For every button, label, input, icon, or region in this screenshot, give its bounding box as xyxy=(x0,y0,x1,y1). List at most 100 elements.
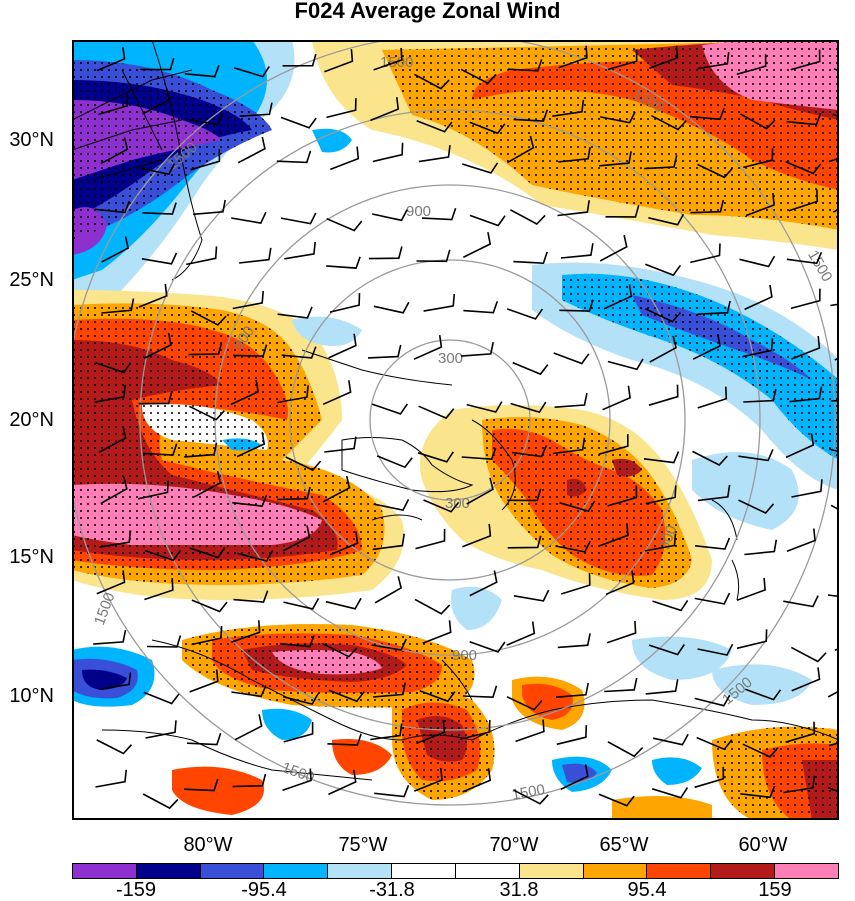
wind-barb xyxy=(463,301,499,314)
wind-barb xyxy=(236,432,266,458)
wind-barb xyxy=(322,475,351,503)
wind-barb xyxy=(421,207,457,221)
wind-barb xyxy=(690,199,725,214)
wind-barb xyxy=(785,433,815,459)
wind-barb xyxy=(697,484,731,502)
wind-barb xyxy=(607,485,638,507)
wind-barb xyxy=(279,635,315,648)
wind-barb xyxy=(145,720,177,739)
wind-barbs xyxy=(93,45,839,810)
wind-barb xyxy=(416,119,453,133)
wind-barb xyxy=(644,533,677,552)
wind-barb xyxy=(190,149,221,171)
wind-barb xyxy=(138,480,169,500)
wind-barb xyxy=(94,384,126,403)
wind-barb xyxy=(791,336,821,360)
wind-barb xyxy=(736,54,767,76)
wind-barb xyxy=(374,785,410,798)
wind-barb xyxy=(506,308,544,320)
wind-barb xyxy=(645,485,677,505)
wind-barb xyxy=(462,232,492,259)
wind-barb xyxy=(189,547,226,559)
colorbar-swatch-1 xyxy=(73,864,137,878)
wind-barb xyxy=(230,379,259,406)
wind-barb xyxy=(469,214,506,227)
wind-barb xyxy=(138,391,173,405)
wind-barb xyxy=(191,626,223,646)
wind-barb xyxy=(785,721,816,743)
wind-barb xyxy=(790,288,821,310)
wind-barb xyxy=(232,773,267,788)
wind-barb xyxy=(461,447,497,461)
wind-barb xyxy=(462,768,492,793)
wind-barb xyxy=(187,113,224,126)
wind-barb xyxy=(281,346,317,359)
wind-barb xyxy=(329,531,359,556)
wind-barb xyxy=(415,528,446,550)
wind-barb xyxy=(834,356,839,361)
wind-barb xyxy=(515,719,545,743)
wind-barb xyxy=(836,265,839,268)
wind-barb xyxy=(328,769,357,796)
wind-barb xyxy=(697,386,728,409)
wind-barb xyxy=(231,211,267,224)
wind-barb xyxy=(95,769,127,788)
wind-barb xyxy=(142,793,179,810)
wind-barb xyxy=(462,162,499,174)
wind-barb xyxy=(510,209,546,225)
wind-barb xyxy=(143,332,172,360)
wind-barb xyxy=(786,251,823,265)
wind-barb xyxy=(414,767,443,792)
colorbar-label-1: -159 xyxy=(115,879,157,901)
wind-barb xyxy=(142,88,171,115)
wind-barb xyxy=(460,342,494,357)
colorbar-swatch-5 xyxy=(328,864,393,878)
wind-barb xyxy=(460,719,491,740)
wind-barb xyxy=(230,620,261,643)
wind-barb xyxy=(607,741,644,758)
wind-barb xyxy=(469,121,506,135)
wind-barb xyxy=(606,620,637,644)
wind-barb xyxy=(283,598,320,610)
wind-barb xyxy=(139,163,176,176)
wind-barb xyxy=(186,246,218,266)
wind-barb xyxy=(836,548,839,552)
wind-barb xyxy=(648,384,679,406)
lat-label-20n: 20°N xyxy=(9,409,54,431)
map-svg: 300 300 900 900 900 900 1500 1500 1500 1… xyxy=(72,40,839,820)
colorbar-label-5: 95.4 xyxy=(627,879,667,901)
map-plot-area: 300 300 900 900 900 900 1500 1500 1500 1… xyxy=(72,40,839,820)
colorbar-swatch-2 xyxy=(136,864,201,878)
wind-barb xyxy=(507,535,542,549)
wind-barb xyxy=(233,344,268,357)
wind-barb xyxy=(373,47,403,71)
wind-barb xyxy=(697,643,734,656)
wind-barb xyxy=(239,247,272,264)
wind-barb xyxy=(558,45,588,69)
wind-barb xyxy=(513,109,549,122)
wind-barb xyxy=(99,672,132,690)
wind-barb xyxy=(413,334,443,360)
wind-barb xyxy=(371,638,407,651)
colorbar-swatch-12 xyxy=(775,864,838,878)
wind-barb xyxy=(276,150,312,164)
wind-barb xyxy=(328,333,357,359)
wind-barb xyxy=(322,380,352,406)
wind-barb xyxy=(285,456,322,472)
wind-barb xyxy=(321,642,358,658)
wind-barb xyxy=(557,200,590,217)
wind-barb xyxy=(98,426,127,453)
lon-label-65w: 65°W xyxy=(599,834,649,856)
wind-barb xyxy=(697,163,733,179)
wind-barb xyxy=(511,445,548,458)
wind-barb xyxy=(790,646,827,663)
wind-barb xyxy=(694,766,725,789)
wind-barb xyxy=(140,57,175,71)
wind-barb xyxy=(513,789,549,805)
wind-barb xyxy=(237,550,274,562)
wind-barb xyxy=(324,49,354,73)
wind-barb xyxy=(742,743,779,758)
wind-barb xyxy=(372,533,405,551)
wind-barb xyxy=(371,403,408,415)
wind-barb xyxy=(643,451,680,464)
